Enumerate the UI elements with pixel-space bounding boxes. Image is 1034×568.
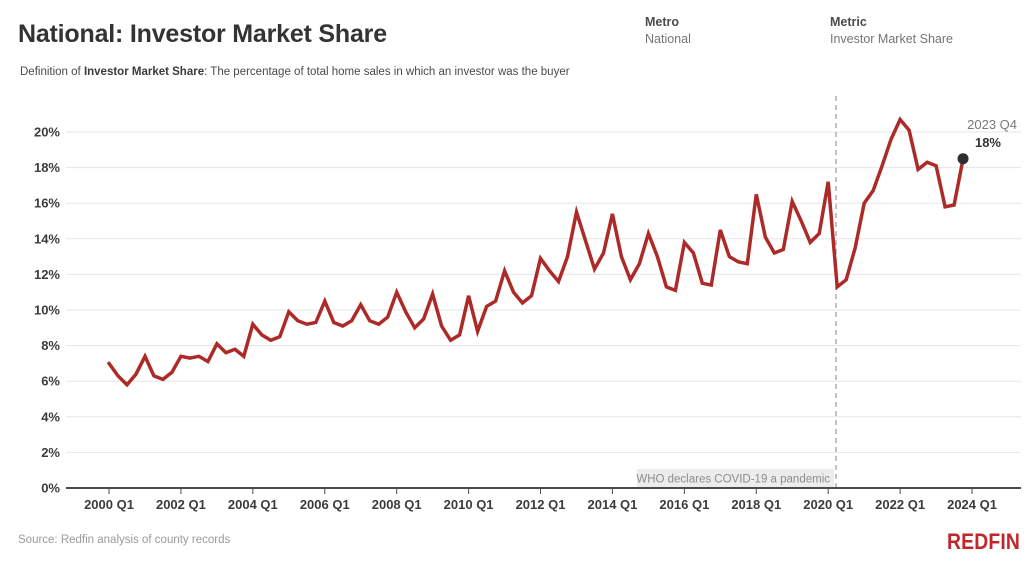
x-tick-label: 2016 Q1 — [659, 497, 709, 512]
metric-definition: Definition of Investor Market Share: The… — [20, 66, 570, 78]
x-tick-label: 2022 Q1 — [875, 497, 925, 512]
metric-filter-label: Metric — [830, 15, 867, 29]
x-tick-label: 2020 Q1 — [803, 497, 853, 512]
metric-filter-value[interactable]: Investor Market Share — [830, 32, 953, 46]
definition-term: Investor Market Share — [83, 66, 205, 78]
y-tick-label: 6% — [41, 374, 60, 389]
covid-annotation-box — [637, 469, 834, 487]
source-note: Source: Redfin analysis of county record… — [18, 534, 231, 546]
x-tick-label: 2010 Q1 — [444, 497, 494, 512]
y-tick-label: 8% — [41, 338, 60, 353]
covid-annotation-text: WHO declares COVID-19 a pandemic — [636, 474, 830, 486]
y-tick-label: 12% — [34, 267, 60, 282]
y-tick-label: 0% — [41, 481, 60, 496]
investor-share-trend-line[interactable] — [107, 116, 965, 388]
y-tick-label: 20% — [34, 125, 60, 140]
x-tick-label: 2006 Q1 — [300, 497, 350, 512]
metro-filter-value[interactable]: National — [645, 32, 691, 46]
x-tick-label: 2002 Q1 — [156, 497, 206, 512]
end-point-period-label: 2023 Q4 — [967, 117, 1017, 132]
redfin-logo: REDFIN — [946, 529, 1020, 554]
x-tick-label: 2008 Q1 — [372, 497, 422, 512]
x-tick-label: 2000 Q1 — [84, 497, 134, 512]
y-tick-label: 18% — [34, 160, 60, 175]
metro-filter[interactable]: Metro National — [645, 15, 835, 46]
definition-prefix: Definition of — [20, 66, 84, 78]
x-tick-label: 2024 Q1 — [947, 497, 997, 512]
x-tick-label: 2004 Q1 — [228, 497, 278, 512]
metro-filter-label: Metro — [645, 15, 680, 29]
y-tick-label: 14% — [34, 231, 60, 246]
page-title: National: Investor Market Share — [18, 20, 387, 48]
metric-filter[interactable]: Metric Investor Market Share — [830, 15, 1020, 46]
x-tick-label: 2014 Q1 — [588, 497, 638, 512]
y-tick-label: 16% — [34, 196, 60, 211]
x-tick-label: 2012 Q1 — [516, 497, 566, 512]
end-point-marker[interactable] — [957, 153, 969, 165]
end-point-value-label: 18% — [975, 135, 1001, 150]
y-tick-label: 4% — [41, 409, 60, 424]
y-tick-label: 2% — [41, 445, 60, 460]
definition-rest: : The percentage of total home sales in … — [204, 66, 570, 78]
y-tick-label: 10% — [34, 303, 60, 318]
x-tick-label: 2018 Q1 — [731, 497, 781, 512]
